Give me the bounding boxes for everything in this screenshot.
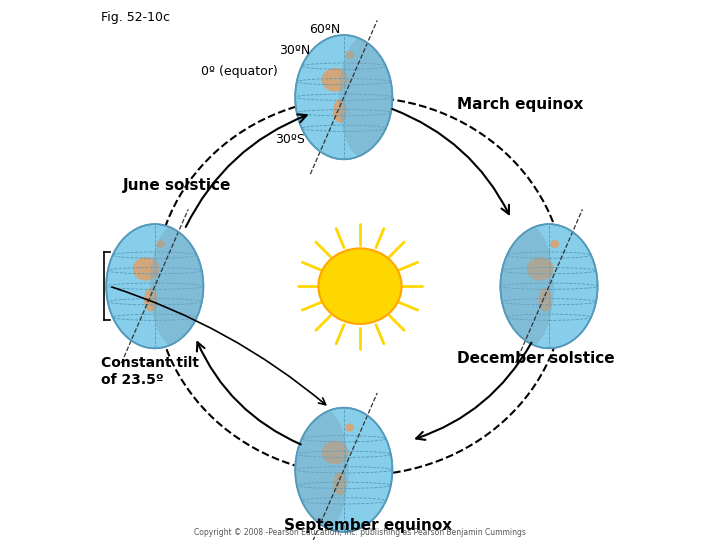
- Text: Constant tilt
of 23.5º: Constant tilt of 23.5º: [101, 356, 199, 387]
- Ellipse shape: [295, 35, 392, 159]
- Ellipse shape: [500, 224, 598, 348]
- Ellipse shape: [500, 224, 598, 348]
- Text: June solstice: June solstice: [122, 178, 231, 193]
- Ellipse shape: [107, 224, 204, 348]
- Ellipse shape: [346, 423, 354, 431]
- Ellipse shape: [295, 408, 348, 532]
- Text: Fig. 52-10c: Fig. 52-10c: [101, 11, 170, 24]
- Ellipse shape: [339, 35, 392, 159]
- Ellipse shape: [551, 240, 559, 248]
- Ellipse shape: [539, 288, 552, 312]
- Ellipse shape: [295, 408, 392, 532]
- Text: 60ºN: 60ºN: [309, 23, 340, 36]
- Ellipse shape: [333, 99, 347, 123]
- Text: December solstice: December solstice: [457, 351, 615, 366]
- Ellipse shape: [150, 224, 204, 348]
- Text: 0º (equator): 0º (equator): [201, 65, 278, 78]
- Ellipse shape: [333, 471, 347, 495]
- Ellipse shape: [295, 408, 392, 532]
- Ellipse shape: [295, 35, 392, 159]
- Ellipse shape: [322, 68, 348, 92]
- Ellipse shape: [500, 224, 554, 348]
- Ellipse shape: [322, 441, 348, 464]
- Ellipse shape: [132, 257, 159, 281]
- Ellipse shape: [527, 257, 554, 281]
- Text: 30ºS: 30ºS: [275, 133, 305, 146]
- Ellipse shape: [144, 288, 158, 312]
- Ellipse shape: [346, 51, 354, 59]
- Ellipse shape: [318, 248, 402, 324]
- Text: 30ºN: 30ºN: [279, 44, 310, 57]
- Text: March equinox: March equinox: [457, 97, 584, 112]
- Text: Copyright © 2008 -Pearson Education, Inc. publishing as Pearson Benjamin Cumming: Copyright © 2008 -Pearson Education, Inc…: [194, 528, 526, 537]
- Text: September equinox: September equinox: [284, 518, 453, 534]
- Ellipse shape: [156, 240, 165, 248]
- Ellipse shape: [107, 224, 204, 348]
